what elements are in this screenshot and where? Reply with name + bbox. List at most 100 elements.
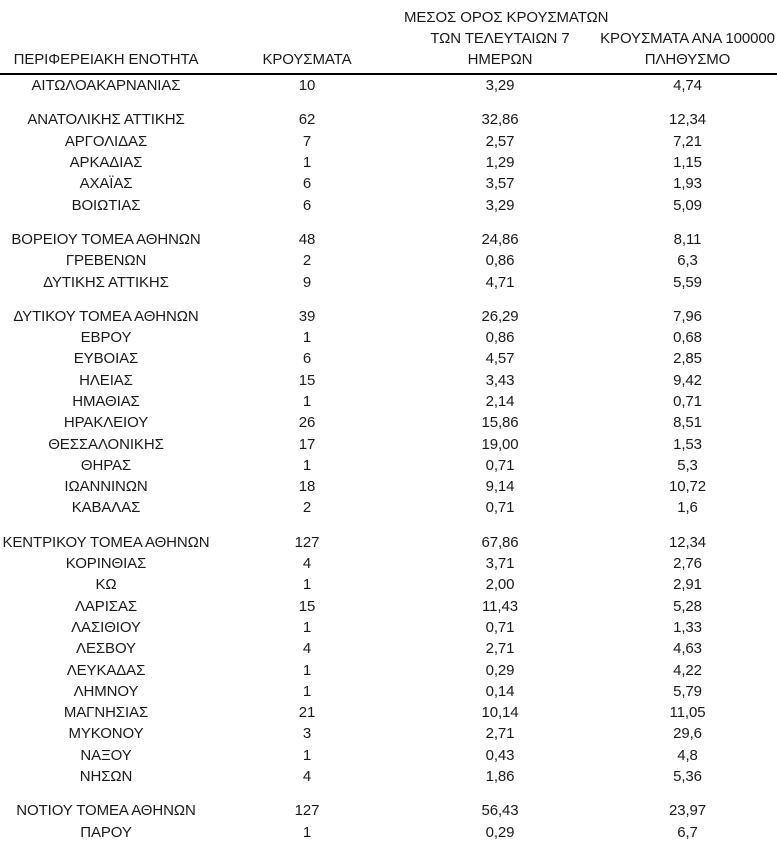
avg7days-cell: 15,86 [481,414,519,432]
column-header-line: ΚΡΟΥΣΜΑΤΑ [262,51,352,68]
table-row: ΘΕΣΣΑΛΟΝΙΚΗΣ 17 19,00 1,53 [0,433,777,454]
cases-cell: 1 [302,682,312,700]
cases-cell: 1 [302,456,312,474]
group-gap-row [0,787,777,800]
cases-cell: 1 [302,746,312,764]
cases-cell: 48 [298,230,316,248]
avg7days-cell: 0,86 [485,252,515,270]
per100k-cell: 7,21 [673,132,702,150]
table-row: ΒΟΡΕΙΟΥ ΤΟΜΕΑ ΑΘΗΝΩΝ 48 24,86 8,11 [0,229,777,250]
per100k-cell: 5,59 [673,273,702,291]
cases-cell: 39 [298,307,316,325]
avg7days-cell: 2,71 [485,725,515,743]
per100k-cell: 7,96 [673,307,702,325]
cases-cell: 21 [298,704,316,722]
cases-cell: 2 [302,252,312,270]
table-row: ΔΥΤΙΚΟΥ ΤΟΜΕΑ ΑΘΗΝΩΝ 39 26,29 7,96 [0,306,777,327]
avg7days-cell: 3,43 [485,371,515,389]
avg7days-cell: 32,86 [481,111,519,129]
avg7days-cell: 0,43 [485,746,515,764]
cases-cell: 10 [298,77,316,95]
table-row: ΛΑΡΙΣΑΣ 15 11,43 5,28 [0,596,777,617]
table-row: ΘΗΡΑΣ 1 0,71 5,3 [0,455,777,476]
avg7days-cell: 0,71 [485,456,515,474]
table-row: ΛΗΜΝΟΥ 1 0,14 5,79 [0,681,777,702]
cases-cell: 1 [302,618,312,636]
region-cell: ΠΑΡΟΥ [80,823,132,841]
per100k-cell: 5,36 [673,768,702,786]
region-cell: ΚΩ [95,576,117,594]
avg7days-cell: 2,71 [485,640,515,658]
avg7days-cell: 3,57 [485,175,515,193]
region-cell: ΝΗΣΩΝ [79,768,133,786]
column-header-avg7days: ΜΕΣΟΣ ΟΡΟΣ ΚΡΟΥΣΜΑΤΩΝ ΤΩΝ ΤΕΛΕΥΤΑΙΩΝ 7 ΗΜΕ… [402,0,608,75]
region-cell: ΚΟΡΙΝΘΙΑΣ [65,555,147,573]
cases-cell: 6 [302,350,312,368]
per100k-cell: 8,11 [673,230,702,248]
per100k-cell: 11,05 [669,704,706,722]
column-header-line: ΗΜΕΡΩΝ [467,51,533,68]
region-cell: ΑΝΑΤΟΛΙΚΗΣ ΑΤΤΙΚΗΣ [27,111,185,129]
avg7days-cell: 3,71 [485,555,515,573]
avg7days-cell: 56,43 [481,802,519,820]
region-cell: ΛΕΥΚΑΔΑΣ [66,661,146,679]
cases-cell: 127 [294,533,320,551]
table-row: ΚΩ 1 2,00 2,91 [0,574,777,595]
per100k-cell: 29,6 [673,725,702,743]
table-row: ΑΧΑΪΑΣ 6 3,57 1,93 [0,173,777,194]
per100k-cell: 0,71 [673,393,702,410]
cases-cell: 6 [302,196,312,214]
per100k-cell: 2,85 [673,350,702,368]
per100k-cell: 1,53 [673,435,702,453]
table-row: ΝΗΣΩΝ 4 1,86 5,36 [0,766,777,787]
table-row: ΛΕΣΒΟΥ 4 2,71 4,63 [0,638,777,659]
cases-cell: 1 [302,576,312,594]
per100k-cell: 12,34 [668,533,707,551]
table-row: ΕΥΒΟΙΑΣ 6 4,57 2,85 [0,348,777,369]
region-cell: ΑΧΑΪΑΣ [79,175,133,193]
column-header-cases: ΚΡΟΥΣΜΑΤΑ [212,0,402,75]
per100k-cell: 4,8 [677,746,698,764]
region-cell: ΑΡΚΑΔΙΑΣ [69,154,143,172]
avg7days-cell: 0,29 [485,661,515,679]
group-gap-cell [0,519,777,532]
table-row: ΔΥΤΙΚΗΣ ΑΤΤΙΚΗΣ 9 4,71 5,59 [0,271,777,292]
table-row: ΛΕΥΚΑΔΑΣ 1 0,29 4,22 [0,659,777,680]
table-header-row: ΠΕΡΙΦΕΡΕΙΑΚΗ ΕΝΟΤΗΤΑ ΚΡΟΥΣΜΑΤΑ ΜΕΣΟΣ ΟΡΟ… [0,0,777,75]
table-row: ΒΟΙΩΤΙΑΣ 6 3,29 5,09 [0,194,777,215]
avg7days-cell: 0,71 [485,618,515,636]
cases-cell: 17 [298,435,316,453]
region-cell: ΔΥΤΙΚΟΥ ΤΟΜΕΑ ΑΘΗΝΩΝ [13,307,199,325]
per100k-cell: 5,09 [673,196,702,214]
group-gap-row [0,293,777,306]
avg7days-cell: 3,29 [485,196,515,214]
avg7days-cell: 0,29 [485,823,515,841]
table-row: ΕΒΡΟΥ 1 0,86 0,68 [0,327,777,348]
group-gap-row [0,519,777,532]
cases-cell: 1 [302,823,312,841]
region-cell: ΘΗΡΑΣ [80,456,132,474]
avg7days-cell: 0,14 [485,682,515,700]
cases-cell: 2 [302,499,312,517]
per100k-cell: 5,3 [677,456,698,474]
per100k-cell: 9,42 [673,371,702,389]
cases-cell: 1 [302,661,312,679]
region-cell: ΙΩΑΝΝΙΝΩΝ [64,478,148,496]
region-cell: ΛΑΣΙΘΙΟΥ [71,618,141,636]
table-row: ΑΝΑΤΟΛΙΚΗΣ ΑΤΤΙΚΗΣ 62 32,86 12,34 [0,109,777,130]
avg7days-cell: 4,71 [485,273,515,291]
region-cell: ΒΟΙΩΤΙΑΣ [71,196,141,214]
table-row: ΑΡΚΑΔΙΑΣ 1 1,29 1,15 [0,152,777,173]
avg7days-cell: 26,29 [481,307,519,325]
region-cell: ΛΕΣΒΟΥ [76,640,136,658]
per100k-cell: 1,33 [673,618,702,636]
region-cell: ΑΙΤΩΛΟΑΚΑΡΝΑΝΙΑΣ [31,77,181,95]
avg7days-cell: 0,86 [485,329,515,347]
cases-cell: 26 [298,414,316,432]
avg7days-cell: 10,14 [481,704,519,722]
per100k-cell: 10,72 [668,478,707,496]
table-row: ΝΟΤΙΟΥ ΤΟΜΕΑ ΑΘΗΝΩΝ 127 56,43 23,97 [0,800,777,821]
per100k-cell: 6,3 [677,252,698,270]
region-cell: ΓΡΕΒΕΝΩΝ [65,252,147,270]
